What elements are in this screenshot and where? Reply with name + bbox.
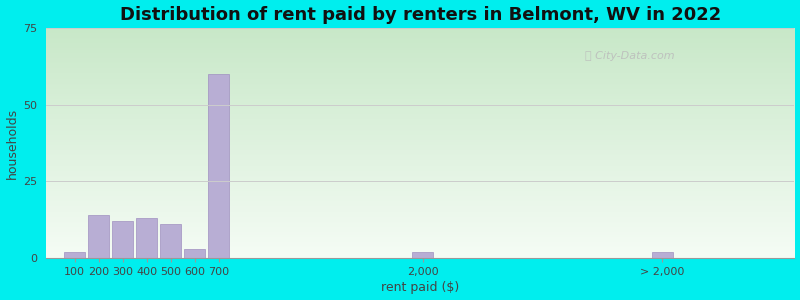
Bar — [113, 221, 133, 258]
Y-axis label: households: households — [6, 107, 18, 178]
Bar — [161, 224, 181, 258]
Bar — [137, 218, 157, 258]
Bar — [412, 252, 433, 258]
Bar — [65, 252, 85, 258]
Bar — [209, 74, 229, 258]
Bar — [185, 249, 205, 258]
Bar — [652, 252, 673, 258]
Text: 🔍 City-Data.com: 🔍 City-Data.com — [585, 50, 674, 61]
Bar — [89, 215, 109, 258]
X-axis label: rent paid ($): rent paid ($) — [381, 281, 459, 294]
Title: Distribution of rent paid by renters in Belmont, WV in 2022: Distribution of rent paid by renters in … — [119, 6, 721, 24]
